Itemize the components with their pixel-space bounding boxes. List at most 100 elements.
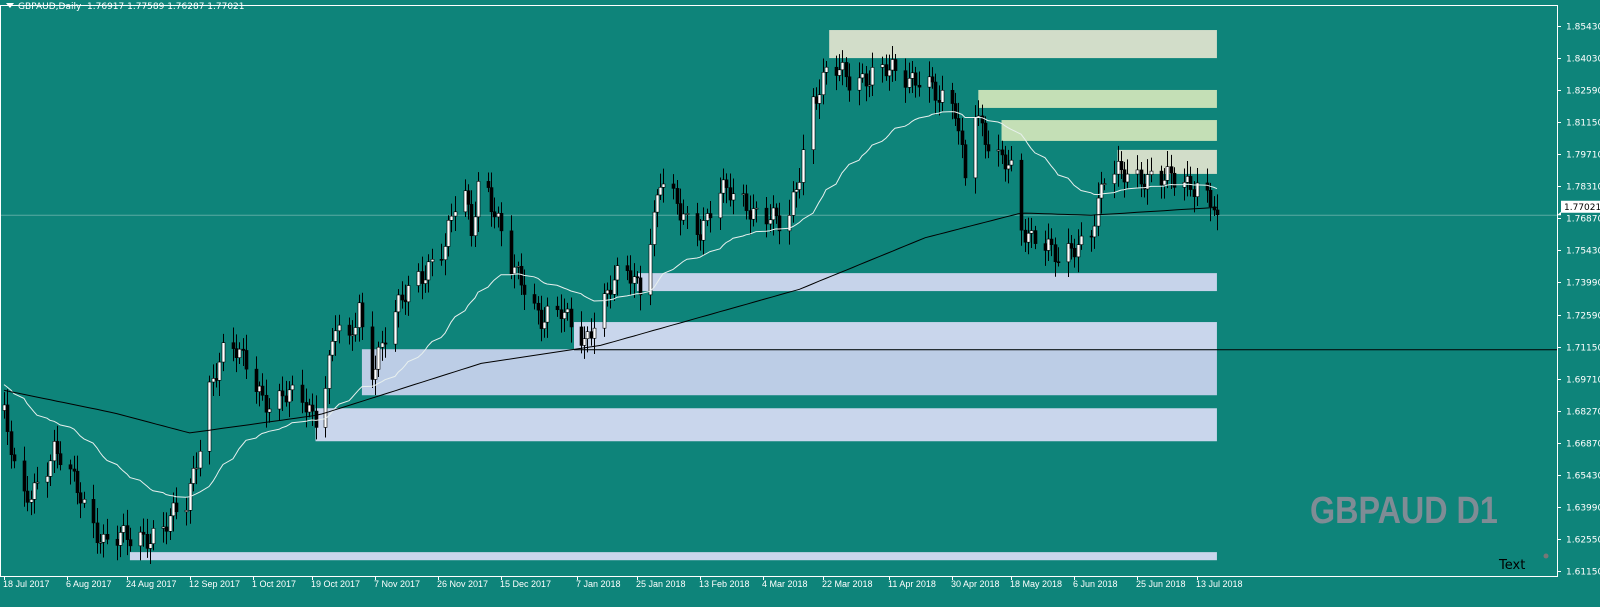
candle-bull xyxy=(376,346,381,370)
candle-bull xyxy=(430,259,435,263)
candle-bear xyxy=(532,294,537,304)
candle-bull xyxy=(101,534,106,543)
candle-bull xyxy=(910,72,915,79)
candle-bull xyxy=(1096,197,1101,227)
candle-bull xyxy=(82,499,87,504)
candle-bull xyxy=(1165,166,1170,181)
candle-bull xyxy=(887,69,892,77)
candle-bull xyxy=(406,285,411,303)
candle-bull xyxy=(307,404,312,413)
candle-bull xyxy=(221,342,226,363)
x-tick-label: 18 May 2018 xyxy=(1010,579,1062,589)
candle-bull xyxy=(890,59,895,71)
candle-bear xyxy=(774,207,779,217)
y-tick-label: 1.79710 xyxy=(1566,151,1600,161)
candle-bear xyxy=(241,348,246,351)
x-tick-label: 25 Jan 2018 xyxy=(636,579,686,589)
candle-bear xyxy=(280,390,285,397)
candle-bull xyxy=(161,526,166,529)
candle-bull xyxy=(29,499,34,503)
candle-bull xyxy=(337,324,342,332)
candle-bull xyxy=(449,215,454,221)
candle-bear xyxy=(1043,243,1048,251)
candle-bear xyxy=(744,193,749,211)
candle-bear xyxy=(347,324,352,336)
candle-bear xyxy=(244,350,249,370)
candle-bull xyxy=(443,246,448,261)
candle-bear xyxy=(25,490,30,503)
candle-bear xyxy=(559,309,564,319)
candle-bull xyxy=(1006,164,1011,170)
candle-bull xyxy=(811,96,816,150)
x-tick-label: 22 Mar 2018 xyxy=(822,579,873,589)
candle-bull xyxy=(840,62,845,71)
candle-bear xyxy=(492,211,497,218)
candle-bull xyxy=(35,481,40,484)
candle-bear xyxy=(1208,189,1213,208)
candle-bull xyxy=(1149,170,1154,175)
candle-bear xyxy=(78,492,83,504)
candle-bull xyxy=(1092,225,1097,238)
candle-bull xyxy=(194,467,199,470)
candle-bear xyxy=(698,234,703,241)
candle-bull xyxy=(907,78,912,88)
y-tick-label: 1.71150 xyxy=(1566,344,1600,354)
candle-bear xyxy=(469,204,474,236)
candle-bull xyxy=(562,312,567,319)
candle-bull xyxy=(277,390,282,410)
candle-bear xyxy=(284,395,289,403)
candle-bull xyxy=(585,331,590,339)
x-tick-label: 13 Feb 2018 xyxy=(699,579,750,589)
candle-bear xyxy=(264,394,269,413)
candle-bear xyxy=(58,453,63,466)
candle-bear xyxy=(635,276,640,279)
y-tick-label: 1.69710 xyxy=(1566,376,1600,386)
candle-bull xyxy=(1009,159,1014,166)
candle-bear xyxy=(1205,182,1210,191)
y-tick-label: 1.81150 xyxy=(1566,119,1600,129)
candle-bull xyxy=(545,305,550,323)
candle-bear xyxy=(1019,159,1024,231)
candle-bear xyxy=(953,103,958,119)
ohlc-values: 1.76917 1.77589 1.76287 1.77021 xyxy=(87,2,245,12)
candle-bull xyxy=(860,73,865,79)
candle-bull xyxy=(118,532,123,546)
candle-bull xyxy=(768,219,773,225)
candle-bull xyxy=(721,179,726,194)
x-tick-label: 24 Aug 2017 xyxy=(126,579,177,589)
supply-zone xyxy=(1001,120,1217,141)
candle-bear xyxy=(764,207,769,225)
candle-bull xyxy=(857,77,862,91)
candle-bear xyxy=(695,213,700,235)
x-tick-label: 7 Jan 2018 xyxy=(576,579,621,589)
candle-bull xyxy=(837,69,842,76)
candle-bear xyxy=(260,385,265,396)
y-tick-label: 1.85430 xyxy=(1566,23,1600,33)
candle-bear xyxy=(884,64,889,77)
candle-bull xyxy=(52,441,57,462)
candle-bull xyxy=(1195,182,1200,198)
x-tick-label: 12 Sep 2017 xyxy=(189,579,240,589)
text-object[interactable]: Text xyxy=(1499,558,1526,573)
candle-bull xyxy=(323,388,328,428)
candle-bull xyxy=(615,265,620,281)
candle-bull xyxy=(267,408,272,413)
candle-bull xyxy=(426,261,431,281)
candle-bear xyxy=(933,81,938,101)
dropdown-triangle-icon[interactable] xyxy=(6,3,14,8)
x-tick-label: 13 Jul 2018 xyxy=(1196,579,1243,589)
candle-bull xyxy=(602,293,607,329)
symbol-label: GBPAUD,Daily xyxy=(18,2,82,12)
candle-bull xyxy=(148,543,153,549)
candle-bull xyxy=(327,354,332,389)
candle-bull xyxy=(393,311,398,345)
candle-bull xyxy=(290,384,295,391)
candle-bear xyxy=(963,144,968,179)
candle-bear xyxy=(1172,172,1177,188)
candle-bull xyxy=(996,149,1001,152)
candle-bull xyxy=(605,289,610,294)
y-tick-label: 1.61150 xyxy=(1566,568,1600,578)
candle-bear xyxy=(403,299,408,303)
